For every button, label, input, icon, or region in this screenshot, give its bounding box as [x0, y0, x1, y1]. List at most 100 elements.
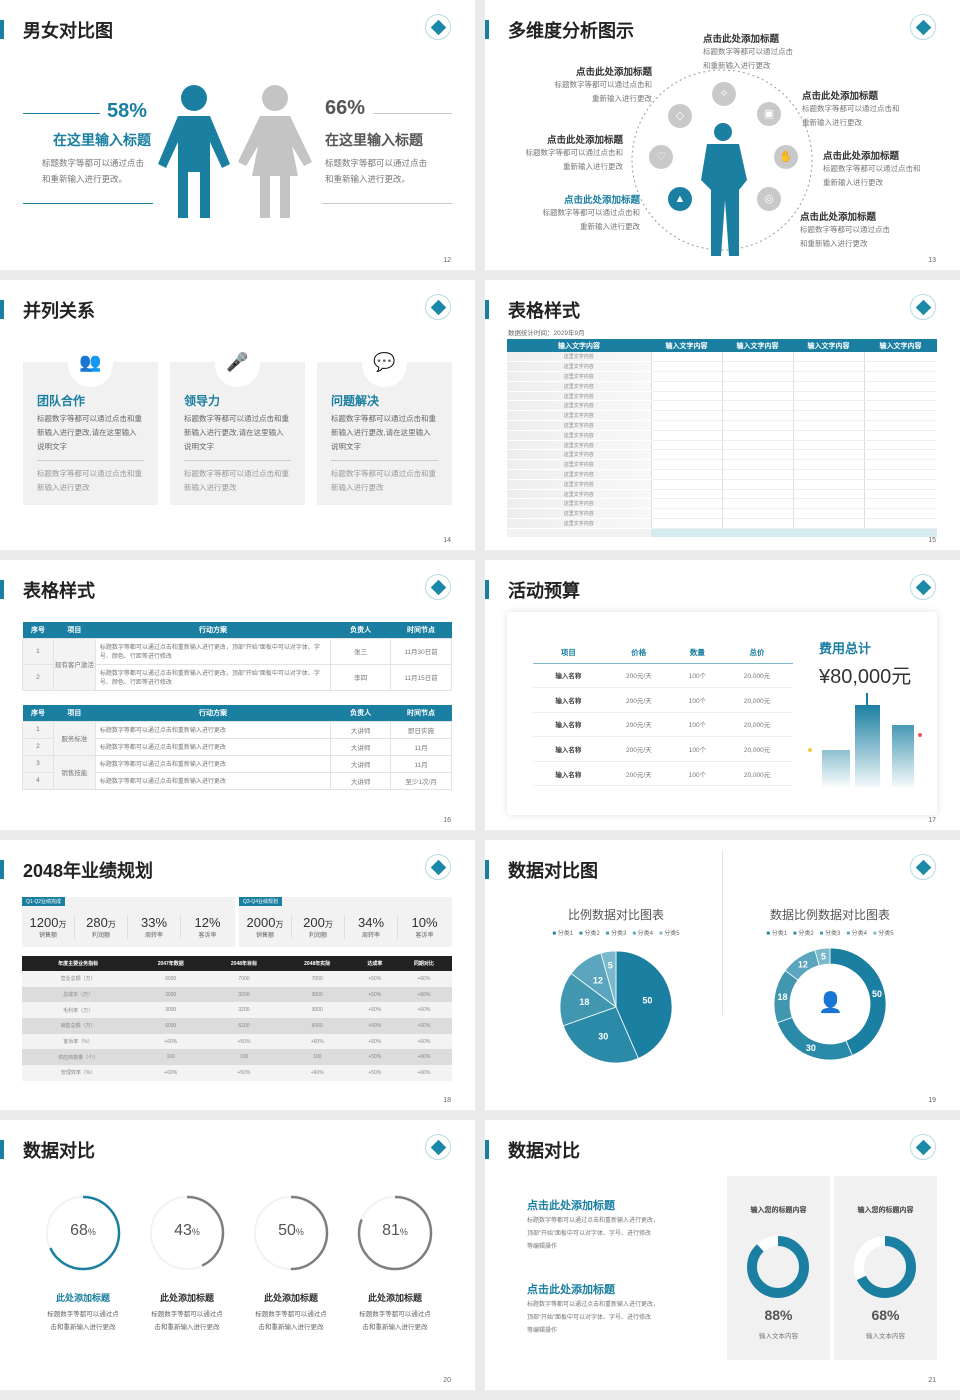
table-cell[interactable]	[792, 440, 864, 451]
table-cell[interactable]	[863, 479, 937, 490]
table-cell[interactable]	[721, 430, 793, 441]
table-cell[interactable]	[721, 449, 793, 461]
table-cell[interactable]	[863, 400, 937, 412]
table-cell[interactable]	[650, 440, 722, 451]
table-cell[interactable]	[863, 440, 937, 451]
table-cell[interactable]	[863, 420, 937, 431]
table-cell[interactable]	[721, 371, 793, 382]
table-cell[interactable]	[863, 489, 937, 500]
table-cell[interactable]	[721, 518, 793, 529]
table-cell: +50%	[353, 986, 396, 1003]
table-cell[interactable]	[650, 430, 722, 441]
table-cell[interactable]	[863, 381, 937, 392]
table-cell[interactable]	[792, 352, 864, 363]
table-cell[interactable]	[792, 381, 864, 392]
table-cell[interactable]	[650, 410, 722, 422]
table-cell[interactable]	[650, 420, 722, 431]
table-cell[interactable]	[863, 410, 937, 422]
table-cell[interactable]	[792, 410, 864, 422]
table-cell[interactable]	[721, 381, 793, 392]
table-cell[interactable]	[650, 371, 722, 382]
table-cell[interactable]	[650, 391, 722, 402]
table-cell[interactable]	[863, 508, 937, 520]
table-cell[interactable]	[792, 469, 864, 480]
analysis-item: 点击此处添加标题标题数字等都可以通过点击和重新输入进行更改	[823, 148, 921, 190]
table-cell[interactable]	[650, 479, 722, 490]
table-cell[interactable]	[650, 381, 722, 392]
table-cell[interactable]	[650, 498, 722, 510]
table-cell[interactable]	[721, 352, 793, 363]
table-cell[interactable]	[721, 410, 793, 422]
table-cell[interactable]	[650, 469, 722, 480]
header-row: 年度主要业务指标 2047年数据 2048年目标 2048年实际 达成率 同期对比	[22, 956, 452, 971]
slide-14[interactable]: 并列关系 14 👥 团队合作 标题数字等都可以通过点击和重新输入进行更改,请在这里输入说…	[0, 280, 475, 550]
table-cell: 100个	[673, 736, 722, 762]
slide-18[interactable]: 2048年业绩规划 18 Q1-Q2业绩完成 1200万 销售额 280万 利润额 33% 周转…	[0, 840, 475, 1110]
table-cell[interactable]	[792, 498, 864, 510]
table-cell[interactable]	[863, 518, 937, 529]
page-number: 16	[443, 817, 451, 824]
table-cell[interactable]	[650, 361, 722, 373]
table-cell[interactable]	[792, 430, 864, 441]
title-accent-bar	[0, 1140, 4, 1159]
table-cell[interactable]	[650, 352, 722, 363]
table-cell[interactable]	[721, 440, 793, 451]
table-cell[interactable]	[721, 361, 793, 373]
slide-13[interactable]: 多维度分析图示 13 ✧ ◇ ♡ ▲ ▣ ✋ ◎ 点击此处添加标题 标题数字等都可以通过点击 和重新输…	[485, 0, 960, 270]
table-cell[interactable]	[721, 469, 793, 480]
card-title: 输入您的标题内容	[857, 1207, 914, 1214]
table-cell[interactable]	[863, 430, 937, 441]
table-cell[interactable]	[792, 489, 864, 500]
slide-17[interactable]: 活动预算 17 项目 价格 数量 总价 输入名称 200元/天 100个 20,000元 输入名称 2…	[485, 560, 960, 830]
table-cell[interactable]	[721, 420, 793, 431]
table-cell[interactable]	[792, 361, 864, 373]
row-label: 这里文字内容	[507, 449, 651, 461]
table-cell[interactable]	[650, 400, 722, 412]
legend-swatch: ■	[766, 931, 772, 937]
slide-16[interactable]: 表格样式 16 序号 项目 行动方案 负责人 时间节点 1 现有客户激活 标题数字等都可以通过点击…	[0, 560, 475, 830]
table-cell[interactable]	[650, 508, 722, 520]
table-cell: +50%	[207, 1065, 281, 1081]
owner-cell: 大讲师	[330, 737, 392, 756]
row-label: 这里文字内容	[507, 391, 651, 402]
table-cell[interactable]	[792, 391, 864, 402]
table-cell[interactable]	[650, 449, 722, 461]
table-cell[interactable]	[792, 371, 864, 382]
table-cell[interactable]	[792, 459, 864, 471]
slide-19[interactable]: 数据对比图 19 比例数据对比图表 ■ 分类1 ■ 分类2 ■ 分类3 ■ 分类4 ■ 分类5…	[485, 840, 960, 1110]
table-cell[interactable]	[863, 371, 937, 382]
table-cell[interactable]	[863, 469, 937, 480]
table-cell[interactable]	[792, 508, 864, 520]
slide-12[interactable]: 男女对比图 12 58% 在这里输入标题 标题数字等都可以通过点击 和重新输入进行更改。 6…	[0, 0, 475, 270]
table-cell[interactable]	[792, 518, 864, 529]
slide-21[interactable]: 数据对比 21 点击此处添加标题 标题数字等都可以通过点击和重新输入进行更改， 顶部“开…	[485, 1120, 960, 1390]
slide-15[interactable]: 表格样式 15 数据统计时间：2029年9月 输入文字内容 输入文字内容 输入文字内容 输入…	[485, 280, 960, 550]
table-cell[interactable]	[863, 361, 937, 373]
item-desc: 标题数字等都可以通过点击和	[554, 80, 653, 89]
table-cell[interactable]	[792, 449, 864, 461]
table-cell[interactable]	[792, 420, 864, 431]
female-figure-icon	[238, 85, 312, 218]
table-cell[interactable]	[792, 400, 864, 412]
table-cell: +60%	[395, 1018, 452, 1034]
table-cell[interactable]	[863, 498, 937, 510]
table-cell[interactable]	[863, 391, 937, 402]
table-cell[interactable]	[863, 459, 937, 471]
table-cell[interactable]	[650, 459, 722, 471]
table-cell[interactable]	[650, 489, 722, 500]
table-cell[interactable]	[721, 459, 793, 471]
column-header: 时间节点	[390, 705, 452, 721]
table-cell[interactable]	[721, 508, 793, 520]
table-cell[interactable]	[721, 391, 793, 402]
table-cell[interactable]	[721, 489, 793, 500]
pie-slice-分类2	[562, 1006, 639, 1064]
table-cell[interactable]	[650, 518, 722, 529]
table-cell[interactable]	[863, 352, 937, 363]
table-cell[interactable]	[721, 479, 793, 490]
budget-table: 项目 价格 数量 总价 输入名称 200元/天 100个 20,000元 输入名称 200元/天 1…	[533, 643, 793, 787]
slide-20[interactable]: 数据对比 20 68% 此处添加标题 标题数字等都可以通过点 击和重新输入进行更改 43% 此…	[0, 1120, 475, 1390]
table-cell[interactable]	[721, 498, 793, 510]
table-cell[interactable]	[721, 400, 793, 412]
table-cell[interactable]	[863, 449, 937, 461]
table-cell[interactable]	[792, 479, 864, 490]
